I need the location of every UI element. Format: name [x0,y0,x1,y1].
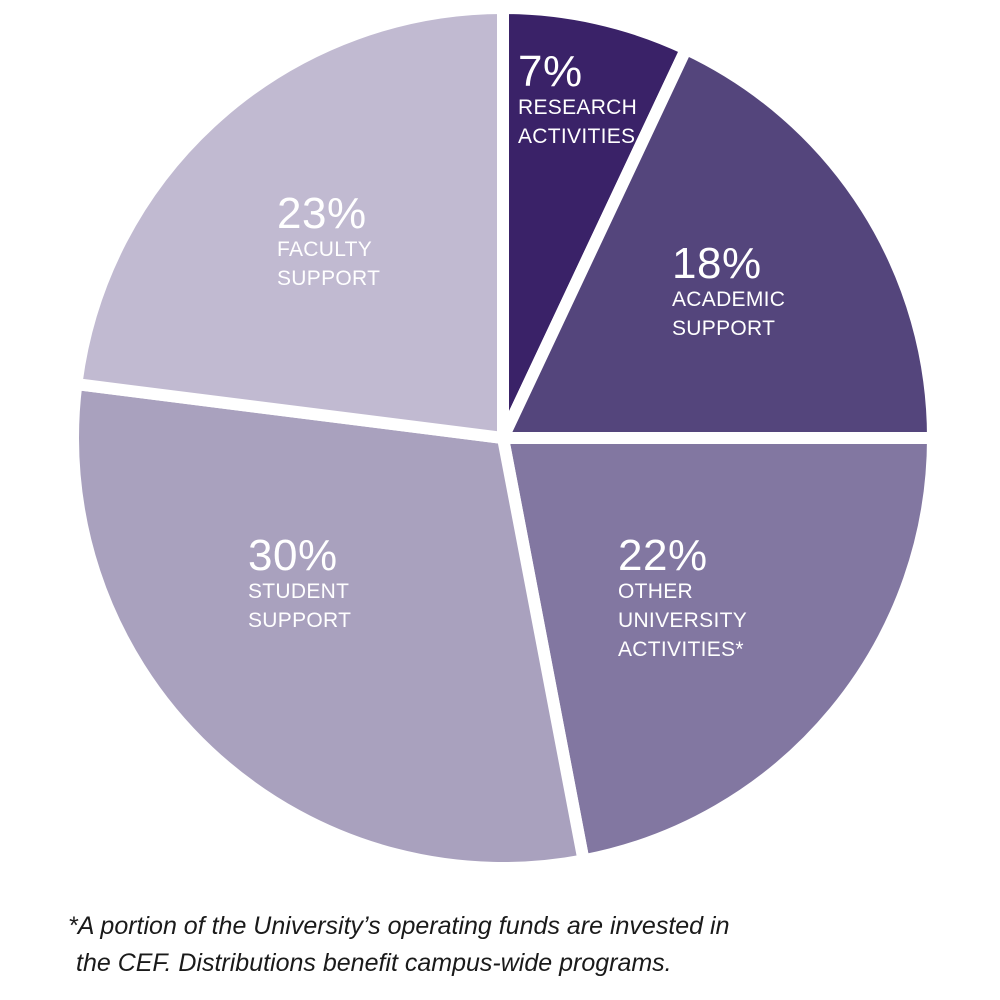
slice-category-line: FACULTY [277,238,372,261]
slice-category-line: ACADEMIC [672,288,785,311]
slice-label-faculty-support: 23%FACULTY SUPPORT [277,189,380,290]
slice-label-other-university-activities: 22%OTHER UNIVERSITY ACTIVITIES* [618,531,747,661]
footnote-line-1: *A portion of the University’s operating… [68,912,730,940]
slice-category-line: UNIVERSITY [618,609,747,632]
pie-chart: 7%RESEARCH ACTIVITIES 18%ACADEMIC SUPPORT 22… [67,1,940,874]
slice-percent-faculty-support: 23% [277,189,367,238]
slice-category-line: SUPPORT [672,317,775,340]
slice-percent-research-activities: 7% [518,47,583,96]
footnote: *A portion of the University’s operating… [68,908,948,982]
slice-category-line: RESEARCH [518,96,637,119]
slice-category-line: ACTIVITIES [518,125,635,148]
pie-slice-academic-support [493,40,940,444]
slice-category-line: STUDENT [248,580,349,603]
slice-percent-academic-support: 18% [672,239,762,288]
slice-category-line: ACTIVITIES* [618,638,744,661]
slice-category-line: SUPPORT [248,609,351,632]
slice-category-line: OTHER [618,580,693,603]
slice-percent-other-university-activities: 22% [618,531,708,580]
pie-slice-other-university-activities [495,432,940,868]
pie-slice-faculty-support [69,1,509,445]
slice-label-research-activities: 7%RESEARCH ACTIVITIES [518,47,637,148]
slice-percent-student-support: 30% [248,531,338,580]
slice-label-academic-support: 18%ACADEMIC SUPPORT [672,239,785,340]
pie-slice-student-support [67,377,591,874]
footnote-line-2: the CEF. Distributions benefit campus-wi… [76,949,672,977]
slice-category-line: SUPPORT [277,267,380,290]
slice-label-student-support: 30%STUDENT SUPPORT [248,531,351,632]
